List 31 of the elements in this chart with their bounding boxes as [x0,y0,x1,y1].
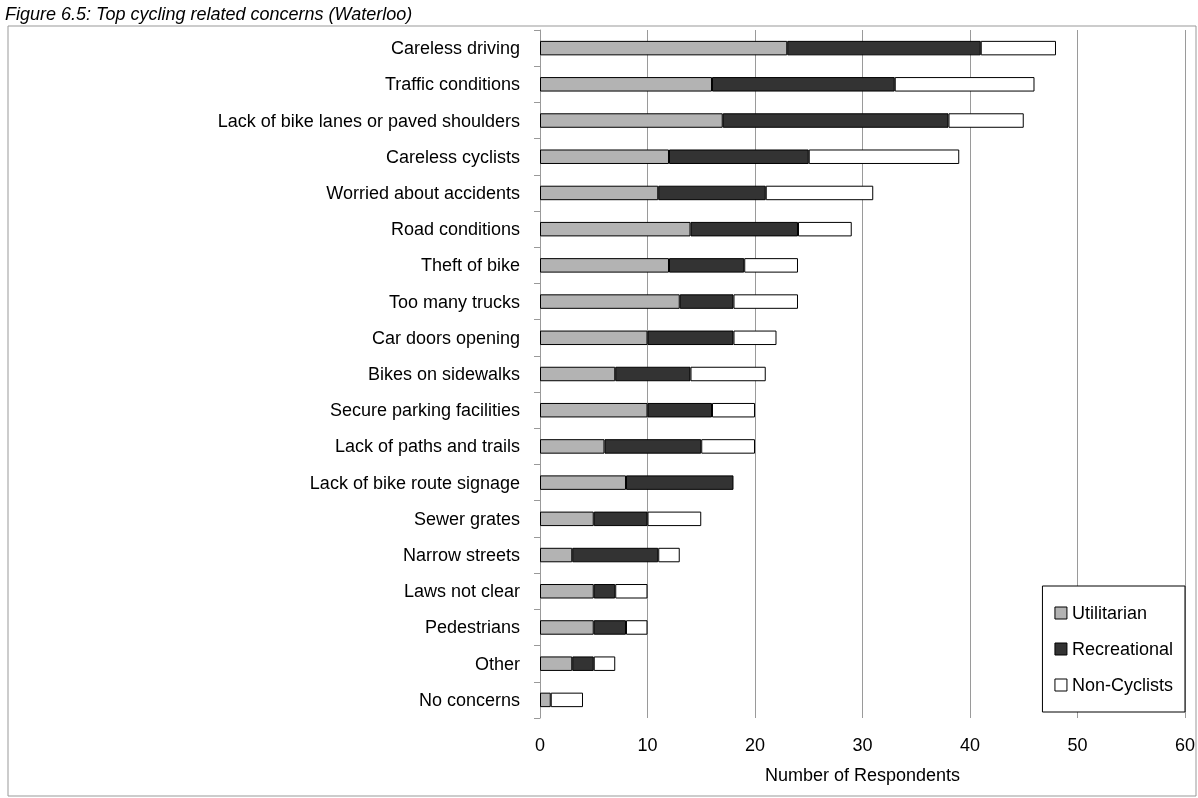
y-tick-label: No concerns [418,689,520,710]
y-tick-label: Theft of bike [420,255,520,276]
y-tick-label: Other [474,653,520,674]
y-tick-label: Sewer grates [413,508,520,529]
legend-label: Recreational [1071,639,1174,659]
x-tick-label: 60 [1174,735,1195,755]
y-tick-label: Traffic conditions [384,74,520,95]
x-tick-label: 0 [534,735,546,755]
legend-label: Utilitarian [1071,603,1147,623]
y-tick-label: Bikes on sidewalks [367,364,520,384]
y-tick-label: Road conditions [390,219,520,240]
x-tick-label: 50 [1067,735,1088,755]
y-tick-label: Lack of bike lanes or paved shoulders [217,110,520,131]
x-axis-title: Number of Respondents [764,765,961,785]
x-tick-label: 20 [744,735,766,755]
y-tick-label: Narrow streets [402,545,520,566]
y-tick-label: Too many trucks [388,291,520,312]
y-tick-label: Careless driving [390,38,520,59]
y-tick-label: Pedestrians [424,617,520,638]
y-tick-label: Laws not clear [403,581,520,602]
y-tick-label: Worried about accidents [326,182,520,203]
x-tick-label: 30 [852,735,873,755]
x-tick-label: 40 [959,735,981,755]
y-tick-label: Careless cyclists [385,146,520,167]
y-tick-label: Secure parking facilities [329,400,520,421]
y-tick-label: Lack of paths and trails [334,436,520,457]
text: Figure 6.5: Top cycling related concerns (Waterloo) [5,4,413,24]
x-tick-label: 10 [637,735,658,755]
y-tick-label: Lack of bike route signage [309,472,520,493]
y-tick-label: Car doors opening [371,327,520,348]
legend-label: Non-Cyclists [1071,675,1173,695]
